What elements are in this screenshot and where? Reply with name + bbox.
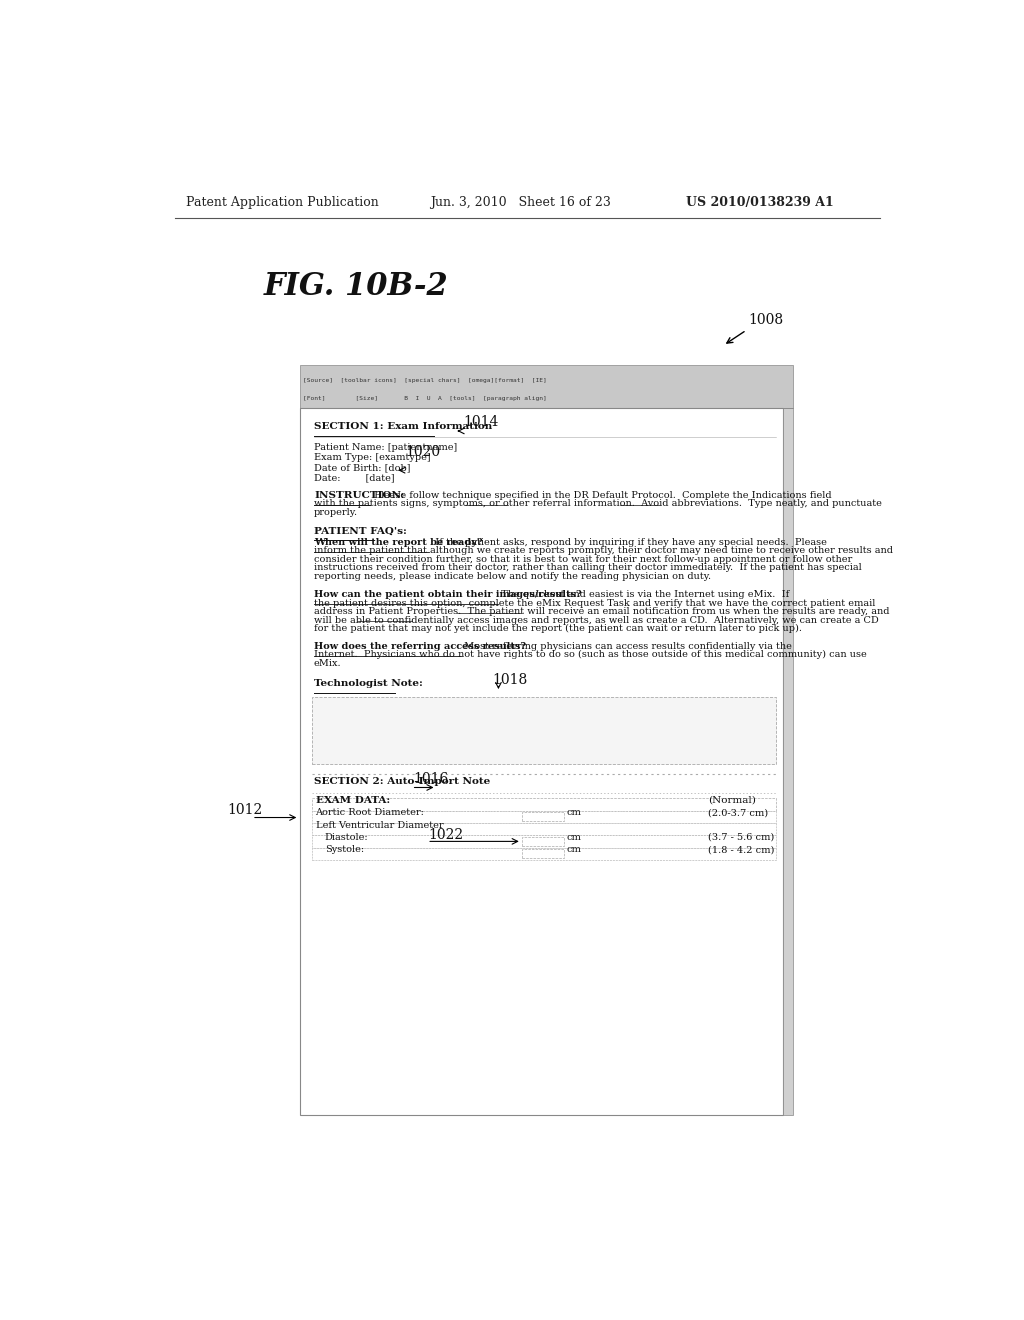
- Bar: [311, 697, 776, 764]
- Bar: [783, 408, 793, 1114]
- Bar: [521, 849, 564, 858]
- Text: How can the patient obtain their images/results?: How can the patient obtain their images/…: [314, 590, 582, 599]
- Text: Aortic Root Diameter:: Aortic Root Diameter:: [315, 808, 424, 817]
- Text: US 2010/0138239 A1: US 2010/0138239 A1: [686, 197, 834, 209]
- Text: How does the referring access results?: How does the referring access results?: [314, 642, 526, 651]
- Bar: [311, 810, 776, 822]
- Text: (1.8 - 4.2 cm): (1.8 - 4.2 cm): [708, 845, 774, 854]
- Text: 1016: 1016: [414, 772, 449, 785]
- Text: 1022: 1022: [429, 828, 464, 842]
- Text: (2.0-3.7 cm): (2.0-3.7 cm): [708, 808, 768, 817]
- Bar: [311, 822, 776, 836]
- Bar: [521, 812, 564, 821]
- Text: cm: cm: [566, 845, 582, 854]
- Text: Diastole:: Diastole:: [325, 833, 369, 842]
- Text: EXAM DATA:: EXAM DATA:: [315, 796, 390, 805]
- Bar: [521, 837, 564, 846]
- Text: cm: cm: [566, 808, 582, 817]
- Text: If the patient asks, respond by inquiring if they have any special needs.  Pleas: If the patient asks, respond by inquirin…: [429, 539, 826, 546]
- Text: 1008: 1008: [748, 313, 783, 327]
- Text: eMix.: eMix.: [314, 659, 342, 668]
- Text: address in Patient Properties.  The patient will receive an email notification f: address in Patient Properties. The patie…: [314, 607, 890, 616]
- Text: will be able to confidentially access images and reports, as well as create a CD: will be able to confidentially access im…: [314, 615, 879, 624]
- Text: 1012: 1012: [227, 803, 262, 817]
- Text: SECTION 1: Exam Information: SECTION 1: Exam Information: [314, 421, 493, 430]
- Bar: [300, 408, 783, 1114]
- Text: [Source]  [toolbar icons]  [special chars]  [omega][format]  [IE]: [Source] [toolbar icons] [special chars]…: [303, 378, 547, 383]
- Text: When will the report be ready?: When will the report be ready?: [314, 539, 482, 546]
- Text: (3.7 - 5.6 cm): (3.7 - 5.6 cm): [708, 833, 774, 842]
- Text: Internet.  Physicians who do not have rights to do so (such as those outside of : Internet. Physicians who do not have rig…: [314, 651, 866, 660]
- Text: The quickest and easiest is via the Internet using eMix.  If: The quickest and easiest is via the Inte…: [498, 590, 788, 599]
- Text: with the patients signs, symptoms, or other referral information.  Avoid abbrevi: with the patients signs, symptoms, or ot…: [314, 499, 882, 508]
- Text: Patient Name: [patientname]: Patient Name: [patientname]: [314, 444, 458, 453]
- Text: Technologist Note:: Technologist Note:: [314, 678, 423, 688]
- Text: properly.: properly.: [314, 508, 358, 517]
- Text: (Normal): (Normal): [708, 796, 756, 805]
- Text: 1014: 1014: [464, 416, 499, 429]
- Bar: [311, 799, 776, 810]
- Text: Jun. 3, 2010   Sheet 16 of 23: Jun. 3, 2010 Sheet 16 of 23: [430, 197, 611, 209]
- Text: the patient desires this option, complete the eMix Request Task and verify that : the patient desires this option, complet…: [314, 599, 876, 607]
- Text: Left Ventricular Diameter: Left Ventricular Diameter: [315, 821, 443, 829]
- Text: reporting needs, please indicate below and notify the reading physician on duty.: reporting needs, please indicate below a…: [314, 572, 711, 581]
- Text: Exam Type: [examtype]: Exam Type: [examtype]: [314, 453, 431, 462]
- Text: inform the patient that although we create reports promptly, their doctor may ne: inform the patient that although we crea…: [314, 546, 893, 556]
- Text: Date:        [date]: Date: [date]: [314, 474, 394, 482]
- Text: Date of Birth: [dob]: Date of Birth: [dob]: [314, 463, 411, 473]
- Text: FIG. 10B-2: FIG. 10B-2: [263, 272, 449, 302]
- Text: Please follow technique specified in the DR Default Protocol.  Complete the Indi: Please follow technique specified in the…: [371, 491, 831, 500]
- Text: 1018: 1018: [493, 673, 527, 688]
- Text: instructions received from their doctor, rather than calling their doctor immedi: instructions received from their doctor,…: [314, 564, 862, 573]
- Text: SECTION 2: Auto-Import Note: SECTION 2: Auto-Import Note: [314, 777, 490, 787]
- Text: Most referring physicians can access results confidentially via the: Most referring physicians can access res…: [461, 642, 793, 651]
- Text: [Font]        [Size]       B  I  U  A  [tools]  [paragraph align]: [Font] [Size] B I U A [tools] [paragraph…: [303, 396, 547, 401]
- Text: 1020: 1020: [406, 445, 440, 459]
- Text: INSTRUCTION:: INSTRUCTION:: [314, 491, 404, 500]
- Text: cm: cm: [566, 833, 582, 842]
- Text: Systole:: Systole:: [325, 845, 364, 854]
- Text: consider their condition further, so that it is best to wait for their next foll: consider their condition further, so tha…: [314, 554, 852, 564]
- Text: for the patient that may not yet include the report (the patient can wait or ret: for the patient that may not yet include…: [314, 624, 802, 634]
- Text: Patent Application Publication: Patent Application Publication: [186, 197, 379, 209]
- Bar: [311, 836, 776, 847]
- Text: PATIENT FAQ's:: PATIENT FAQ's:: [314, 527, 407, 536]
- Bar: [311, 847, 776, 859]
- Bar: [300, 364, 793, 408]
